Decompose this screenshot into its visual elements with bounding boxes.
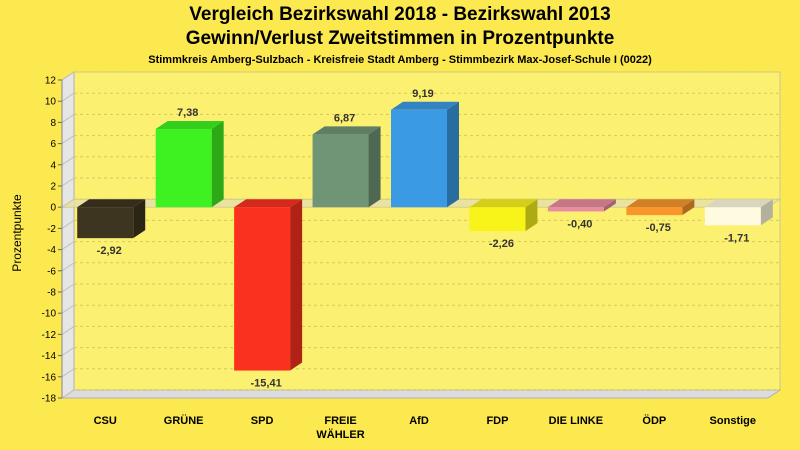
gridline-side	[61, 177, 75, 187]
gridline-side	[61, 325, 75, 335]
y-tick-label: 8	[50, 118, 56, 129]
bar-side	[211, 120, 224, 208]
gridline-side	[61, 262, 75, 272]
gridline-side	[61, 71, 75, 81]
gridline-side	[61, 156, 75, 166]
bar-side	[682, 199, 695, 216]
data-label: -0,75	[646, 222, 671, 234]
y-tick-label: -12	[42, 330, 57, 341]
bar-top	[77, 199, 146, 208]
bar-side	[603, 199, 616, 212]
gridline-side	[61, 241, 75, 251]
bar-top	[704, 199, 773, 208]
bar	[234, 207, 291, 371]
bar-top	[469, 199, 538, 208]
bar	[469, 207, 526, 232]
data-label: -2,92	[97, 245, 122, 257]
y-tick-label: -2	[47, 224, 56, 235]
gridline-side	[61, 113, 75, 123]
y-tick-label: 0	[50, 203, 56, 214]
x-tick-label: FDP	[486, 415, 508, 427]
bar	[704, 207, 761, 226]
data-label: 6,87	[334, 112, 355, 124]
chart-title: Vergleich Bezirkswahl 2018 - Bezirkswahl…	[189, 4, 611, 25]
x-tick-label: SPD	[251, 415, 274, 427]
bar	[626, 207, 683, 216]
bar	[155, 128, 212, 208]
y-tick-label: -8	[47, 288, 56, 299]
bar-side	[133, 199, 146, 239]
x-tick-label: FREIE	[324, 415, 356, 427]
bar-top	[312, 126, 381, 135]
gridline-side	[61, 283, 75, 293]
x-tick-label: GRÜNE	[164, 414, 204, 427]
gridline-side	[61, 389, 75, 399]
data-label: -2,26	[489, 238, 514, 250]
x-tick-label: Sonstige	[710, 415, 756, 427]
gridline-side	[61, 135, 75, 145]
bar-side	[368, 126, 381, 208]
y-tick-label: 4	[50, 160, 56, 171]
bar	[547, 207, 604, 212]
data-label: -15,41	[251, 378, 282, 390]
gridline-side	[61, 219, 75, 229]
gridline-side	[61, 92, 75, 102]
bar	[77, 207, 134, 239]
x-tick-label: AfD	[409, 415, 429, 427]
gridline-side	[61, 304, 75, 314]
y-axis-label: Prozentpunkte	[10, 194, 24, 272]
x-tick-label: WÄHLER	[316, 428, 364, 441]
y-tick-label: -4	[47, 245, 56, 256]
y-tick-label: -16	[42, 372, 57, 383]
plot-floor	[60, 389, 782, 399]
chart-title-2: Gewinn/Verlust Zweitstimmen in Prozentpu…	[185, 28, 615, 49]
bar-side	[760, 199, 773, 226]
x-tick-label: ÖDP	[642, 414, 666, 427]
bar	[391, 109, 447, 208]
bar-side	[290, 199, 303, 371]
bar-top	[626, 199, 695, 208]
y-tick-label: -14	[42, 351, 57, 362]
bar	[312, 134, 369, 208]
data-label: 9,19	[412, 88, 433, 100]
bar-top	[155, 120, 224, 129]
bar-side	[525, 199, 538, 232]
data-label: -1,71	[724, 232, 749, 244]
bar-top	[547, 199, 616, 208]
y-tick-label: -6	[47, 266, 56, 277]
y-tick-label: 6	[50, 139, 56, 150]
bar-top	[234, 199, 303, 208]
data-label: 7,38	[177, 107, 198, 119]
data-label: -0,40	[567, 218, 592, 230]
y-tick-label: 12	[45, 76, 57, 87]
x-tick-label: CSU	[94, 415, 117, 427]
gridline-side	[61, 368, 75, 378]
bar-top	[391, 101, 459, 110]
y-tick-label: -18	[42, 394, 57, 405]
gridline-side	[61, 347, 75, 357]
y-tick-label: 10	[45, 97, 57, 108]
y-tick-label: 2	[50, 182, 56, 193]
chart-subtitle: Stimmkreis Amberg-Sulzbach - Kreisfreie …	[148, 54, 652, 66]
y-tick-label: -10	[42, 309, 57, 320]
x-tick-label: DIE LINKE	[549, 415, 603, 427]
bar-side	[447, 101, 459, 208]
